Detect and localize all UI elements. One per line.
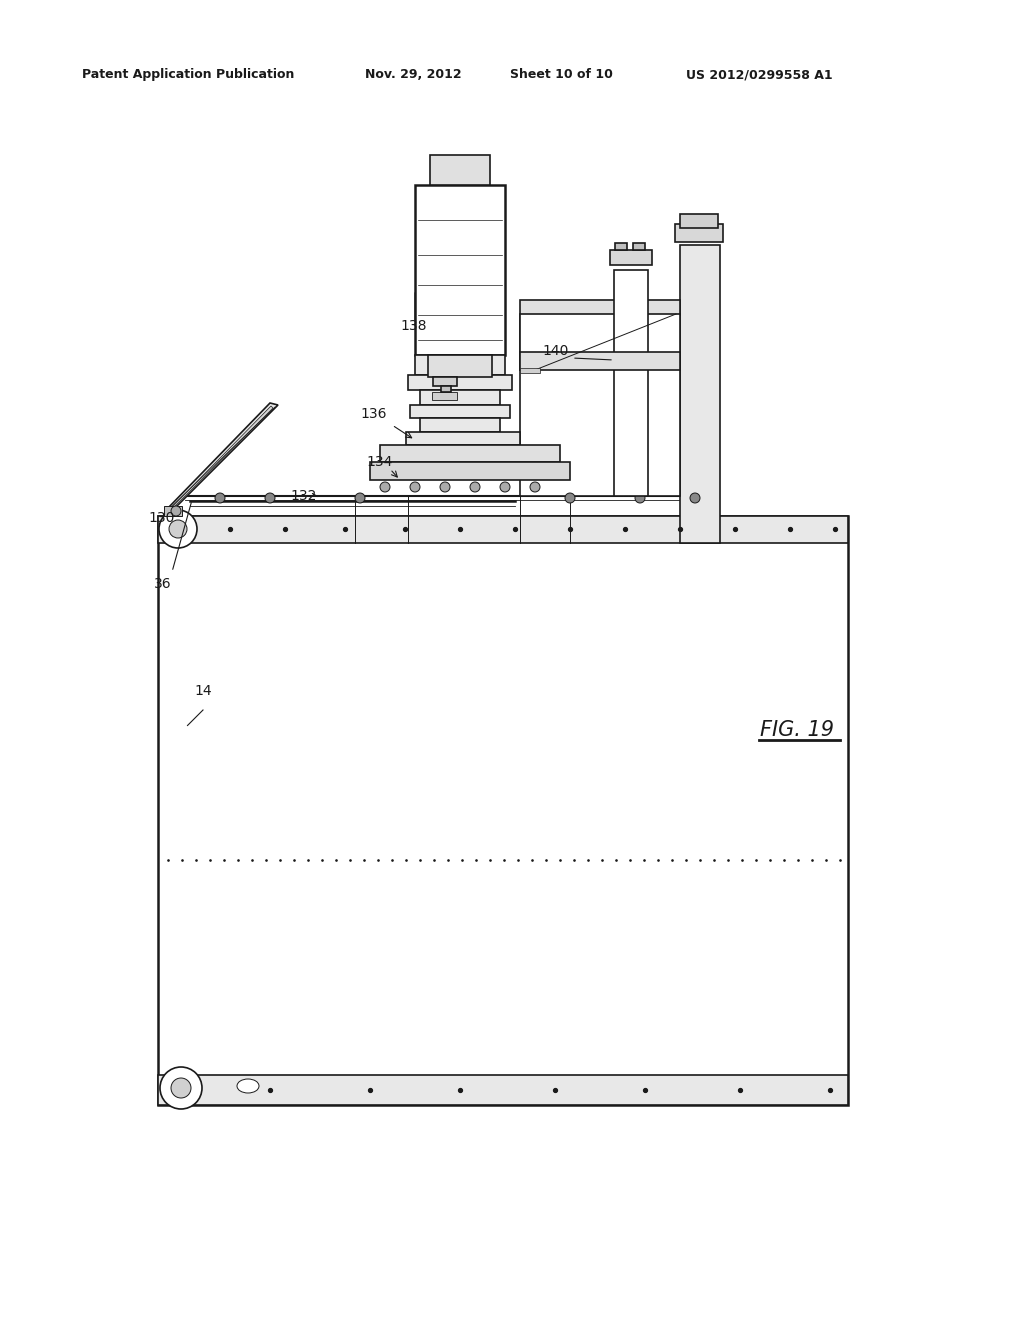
Bar: [415, 355, 505, 375]
Text: 36: 36: [154, 577, 172, 591]
Bar: [633, 243, 645, 249]
Bar: [433, 378, 457, 385]
Circle shape: [171, 1078, 191, 1098]
Circle shape: [500, 482, 510, 492]
Bar: [415, 185, 505, 355]
Bar: [430, 154, 490, 185]
Text: 14: 14: [194, 684, 212, 698]
Bar: [680, 246, 720, 543]
Bar: [158, 516, 848, 543]
Circle shape: [470, 482, 480, 492]
Bar: [520, 314, 680, 496]
Bar: [370, 462, 570, 480]
Circle shape: [380, 482, 390, 492]
Circle shape: [171, 506, 181, 516]
Bar: [614, 271, 648, 496]
Bar: [520, 352, 680, 370]
Bar: [410, 405, 510, 418]
Bar: [164, 506, 182, 516]
Polygon shape: [520, 300, 680, 370]
Bar: [158, 1074, 848, 1105]
Bar: [675, 224, 723, 242]
Text: 132: 132: [290, 488, 316, 503]
Bar: [428, 355, 492, 378]
Bar: [610, 249, 652, 265]
Bar: [420, 389, 500, 405]
Circle shape: [160, 1067, 202, 1109]
Bar: [441, 385, 451, 392]
Bar: [680, 214, 718, 228]
Bar: [158, 516, 848, 1105]
Bar: [615, 243, 627, 249]
Ellipse shape: [237, 1078, 259, 1093]
Bar: [420, 418, 500, 432]
Text: 134: 134: [366, 455, 392, 469]
Circle shape: [440, 482, 450, 492]
Text: Nov. 29, 2012: Nov. 29, 2012: [365, 69, 462, 81]
Polygon shape: [172, 407, 273, 507]
Text: 130: 130: [148, 511, 174, 525]
Bar: [408, 375, 512, 389]
Circle shape: [169, 520, 187, 539]
Circle shape: [159, 510, 197, 548]
Text: FIG. 19: FIG. 19: [760, 719, 834, 741]
Circle shape: [635, 492, 645, 503]
Bar: [520, 368, 540, 374]
Text: 136: 136: [360, 407, 386, 421]
Bar: [432, 392, 457, 400]
Bar: [406, 432, 520, 445]
Text: 140: 140: [542, 345, 568, 358]
Polygon shape: [168, 403, 278, 508]
Circle shape: [355, 492, 365, 503]
Bar: [380, 445, 560, 462]
Circle shape: [215, 492, 225, 503]
Circle shape: [410, 482, 420, 492]
Text: US 2012/0299558 A1: US 2012/0299558 A1: [686, 69, 833, 81]
Text: Patent Application Publication: Patent Application Publication: [82, 69, 294, 81]
Circle shape: [565, 492, 575, 503]
Circle shape: [690, 492, 700, 503]
Text: 138: 138: [400, 319, 427, 333]
Circle shape: [265, 492, 275, 503]
Text: Sheet 10 of 10: Sheet 10 of 10: [510, 69, 613, 81]
Circle shape: [530, 482, 540, 492]
